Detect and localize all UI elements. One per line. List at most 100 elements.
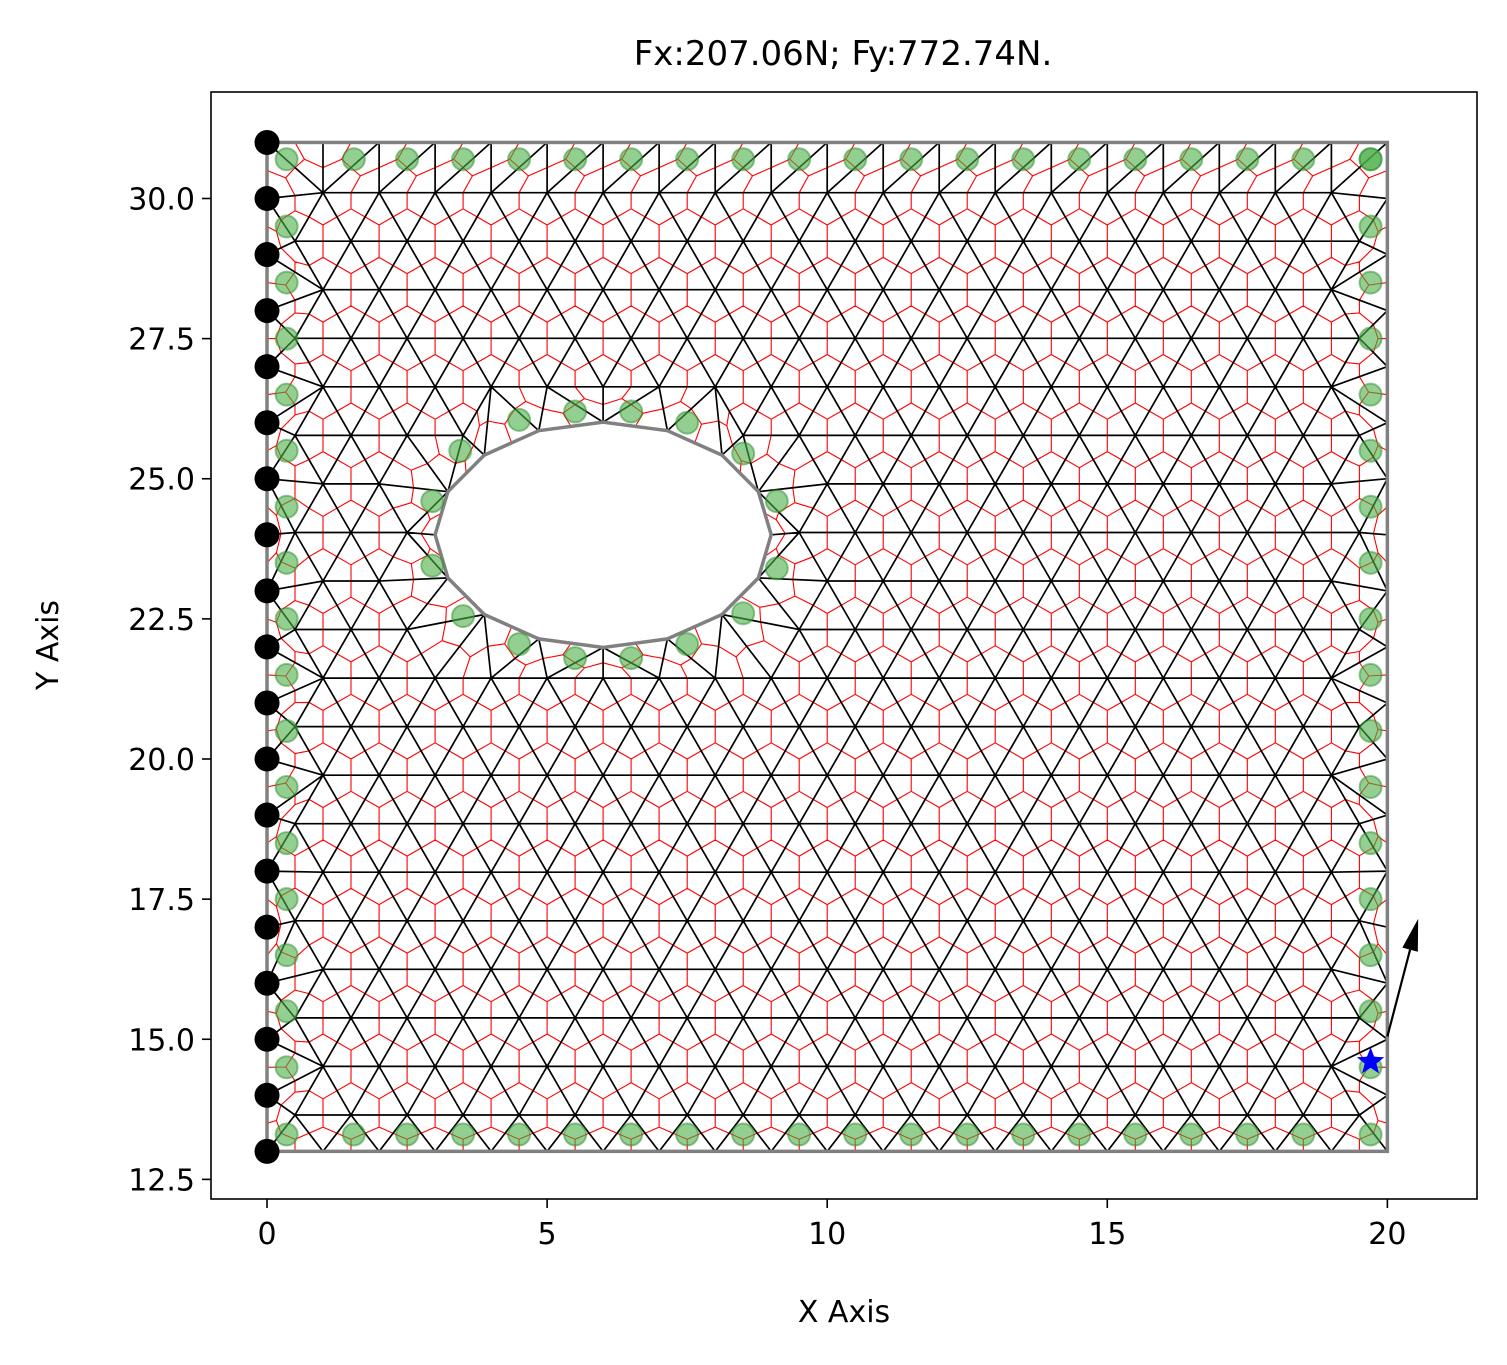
boundary-node-marker: [764, 556, 789, 581]
boundary-node-marker: [451, 1122, 476, 1147]
fixed-support-marker: [254, 1082, 280, 1108]
boundary-node-marker: [1358, 270, 1383, 295]
boundary-node-marker: [1358, 326, 1383, 351]
boundary-node-marker: [675, 1122, 700, 1147]
fixed-support-marker: [254, 466, 280, 492]
fixed-support-marker: [254, 914, 280, 940]
boundary-node-marker: [1358, 718, 1383, 743]
y-tick-label: 27.5: [128, 323, 195, 358]
boundary-node-marker: [675, 632, 700, 657]
boundary-node-marker: [507, 1122, 532, 1147]
boundary-node-marker: [563, 399, 588, 424]
boundary-node-marker: [274, 326, 299, 351]
boundary-node-marker: [274, 147, 299, 172]
boundary-node-marker: [1358, 662, 1383, 687]
boundary-node-marker: [1358, 214, 1383, 239]
boundary-node-marker: [341, 147, 366, 172]
boundary-node-marker: [1358, 831, 1383, 856]
fixed-support-marker: [254, 298, 280, 324]
boundary-node-marker: [1067, 147, 1092, 172]
boundary-node-marker: [274, 494, 299, 519]
boundary-node-marker: [787, 1122, 812, 1147]
boundary-node-marker: [420, 553, 445, 578]
x-tick-label: 5: [538, 1217, 557, 1252]
boundary-node-marker: [563, 1122, 588, 1147]
boundary-node-marker: [619, 399, 644, 424]
boundary-node-marker: [1358, 494, 1383, 519]
y-axis: 12.5 15.0 17.5 20.0 22.5 25.0 27.5 30.0: [128, 182, 211, 1198]
boundary-node-marker: [1179, 1122, 1204, 1147]
boundary-node-marker: [420, 489, 445, 514]
boundary-node-marker: [1291, 1122, 1316, 1147]
fixed-support-marker: [254, 1026, 280, 1052]
domain-boundary-layer: [265, 140, 1390, 1154]
boundary-node-marker: [341, 1122, 366, 1147]
boundary-node-marker: [1358, 550, 1383, 575]
fixed-support-marker: [254, 410, 280, 436]
fixed-support-marker: [254, 185, 280, 211]
fixed-support-marker: [254, 129, 280, 155]
boundary-node-marker: [1011, 147, 1036, 172]
boundary-node-marker: [274, 214, 299, 239]
boundary-node-marker: [274, 1122, 299, 1147]
boundary-node-marker: [1358, 382, 1383, 407]
fixed-support-marker: [254, 858, 280, 884]
x-axis: 0 5 10 15 20: [257, 1199, 1406, 1252]
boundary-node-marker: [274, 943, 299, 968]
boundary-node-marker: [274, 831, 299, 856]
x-axis-label: X Axis: [798, 1295, 890, 1330]
boundary-node-marker: [843, 1122, 868, 1147]
boundary-node-marker: [787, 147, 812, 172]
boundary-node-marker: [395, 1122, 420, 1147]
boundary-node-marker: [1235, 1122, 1260, 1147]
y-tick-label: 30.0: [128, 182, 195, 217]
y-tick-label: 25.0: [128, 463, 195, 498]
x-tick-label: 10: [808, 1217, 846, 1252]
boundary-node-marker: [274, 270, 299, 295]
boundary-node-marker: [731, 601, 756, 626]
boundary-node-marker: [1123, 1122, 1148, 1147]
boundary-node-marker: [1291, 147, 1316, 172]
y-tick-label: 17.5: [128, 883, 195, 918]
boundary-node-marker: [731, 1122, 756, 1147]
fixed-support-marker: [254, 354, 280, 380]
boundary-node-marker: [448, 438, 473, 463]
markers-layer: [254, 129, 1419, 1164]
dual-mesh-layer: [266, 142, 1388, 1152]
axes-frame: [210, 91, 1478, 1200]
boundary-node-marker: [675, 147, 700, 172]
boundary-node-marker: [899, 1122, 924, 1147]
boundary-node-marker: [1358, 147, 1383, 172]
boundary-node-marker: [274, 438, 299, 463]
y-tick-label: 12.5: [128, 1163, 195, 1198]
boundary-node-marker: [507, 407, 532, 432]
boundary-node-marker: [1179, 147, 1204, 172]
dual-mesh-edges: [266, 142, 1388, 1152]
boundary-node-marker: [274, 1055, 299, 1080]
load-arrow-shaft: [1386, 949, 1412, 1037]
boundary-node-marker: [274, 775, 299, 800]
boundary-node-marker: [451, 604, 476, 629]
boundary-node-marker: [731, 147, 756, 172]
boundary-node-marker: [451, 147, 476, 172]
fixed-support-marker: [254, 522, 280, 548]
fixed-support-marker: [254, 634, 280, 660]
boundary-node-marker: [731, 441, 756, 466]
boundary-node-marker: [274, 606, 299, 631]
load-arrow-head: [1402, 918, 1419, 952]
boundary-node-marker: [395, 147, 420, 172]
x-tick-label: 0: [257, 1217, 276, 1252]
x-tick-label: 15: [1088, 1217, 1126, 1252]
boundary-node-marker: [899, 147, 924, 172]
boundary-node-marker: [955, 147, 980, 172]
boundary-node-marker: [843, 147, 868, 172]
boundary-node-marker: [1358, 887, 1383, 912]
boundary-node-marker: [507, 147, 532, 172]
boundary-node-marker: [1123, 147, 1148, 172]
x-tick-label: 20: [1368, 1217, 1406, 1252]
boundary-node-marker: [1067, 1122, 1092, 1147]
fixed-support-marker: [254, 1138, 280, 1164]
boundary-node-marker: [1358, 999, 1383, 1024]
fixed-support-marker: [254, 690, 280, 716]
